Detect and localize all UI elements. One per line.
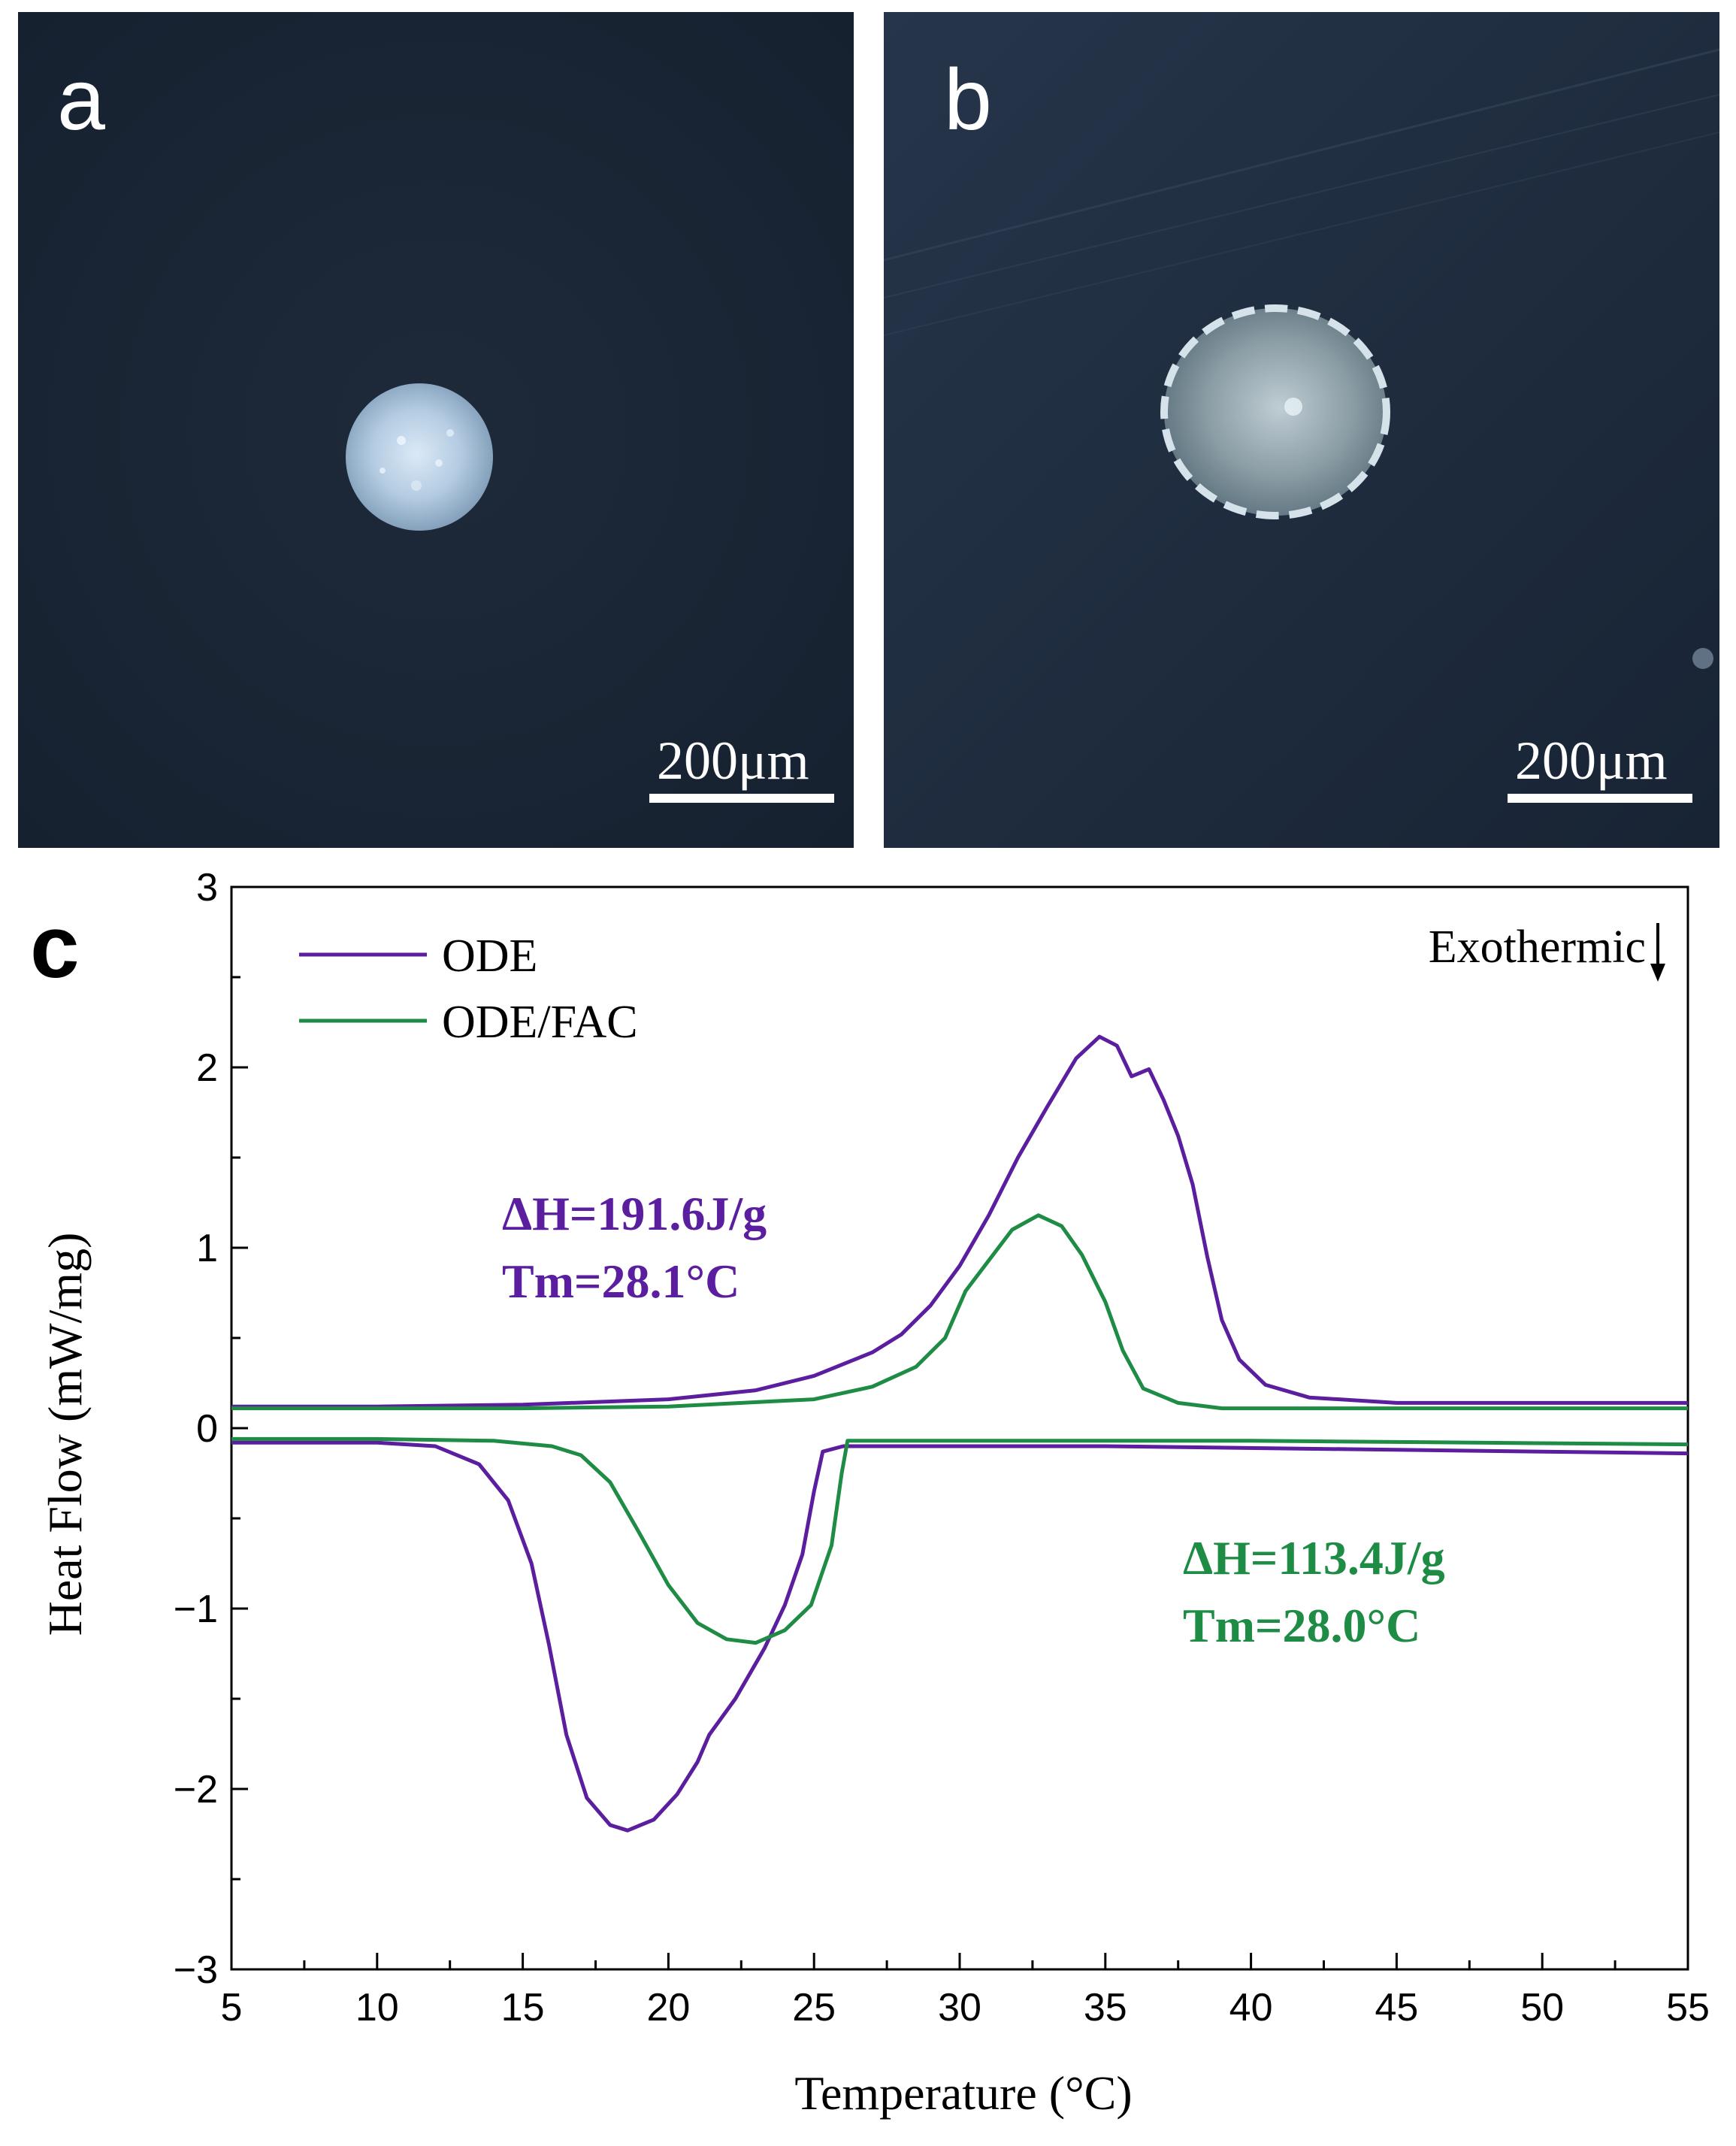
x-axis-title: Temperature (°C) <box>794 2066 1132 2120</box>
series-line-ode-cooling <box>231 1440 1689 1833</box>
x-tick-label: 45 <box>1375 1986 1418 2029</box>
y-tick-label: −1 <box>174 1588 218 1631</box>
scale-label-b: 200μm <box>1515 731 1668 791</box>
legend-label-ode: ODE <box>442 931 537 982</box>
photo-panel-a: a 200μm <box>18 12 854 848</box>
y-tick-label: −2 <box>174 1768 218 1812</box>
y-tick-label: 0 <box>196 1407 218 1451</box>
photo-panel-b: b 200μm <box>884 12 1719 848</box>
exothermic-arrow-icon <box>1650 923 1665 982</box>
x-tick-label: 25 <box>792 1986 836 2029</box>
x-tick-label: 20 <box>646 1986 690 2029</box>
microcapsule-image-b <box>884 12 1719 848</box>
y-tick-label: 2 <box>196 1046 218 1090</box>
panel-label-a: a <box>57 52 105 148</box>
x-tick-label: 15 <box>501 1986 545 2029</box>
x-tick-label: 35 <box>1084 1986 1127 2029</box>
chart-axes <box>230 885 1689 1971</box>
x-tick-label: 40 <box>1229 1986 1273 2029</box>
chart-curves <box>231 1034 1689 1833</box>
legend-label-ode-fac: ODE/FAC <box>442 997 638 1048</box>
x-tick-label: 10 <box>355 1986 399 2029</box>
panel-label-c: c <box>30 897 80 997</box>
scale-label-a: 200μm <box>657 731 809 791</box>
x-tick-label: 30 <box>938 1986 981 2029</box>
microcapsule-a <box>346 383 493 531</box>
ode-enthalpy-label: ΔH=191.6J/g <box>502 1187 767 1240</box>
y-tick-label: −3 <box>174 1948 218 1992</box>
scale-bar-b <box>1508 794 1692 803</box>
x-tick-label: 5 <box>221 1986 243 2029</box>
ode-melting-temp-label: Tm=28.1°C <box>502 1255 739 1308</box>
y-axis-title: Heat Flow (mW/mg) <box>38 1233 92 1636</box>
y-tick-label: 3 <box>196 866 218 910</box>
series-line-ode-fac-heating <box>231 1213 1688 1411</box>
plot-frame <box>230 885 1689 1971</box>
panel-label-b: b <box>944 52 992 148</box>
exothermic-label: Exothermic <box>1429 922 1646 973</box>
microcapsule-b <box>1160 304 1390 519</box>
x-tick-label: 50 <box>1520 1986 1564 2029</box>
ode-fac-melting-temp-label: Tm=28.0°C <box>1183 1599 1420 1652</box>
microcapsule-image-a <box>18 12 854 848</box>
series-line-ode-heating <box>231 1034 1688 1409</box>
ode-fac-enthalpy-label: ΔH=113.4J/g <box>1183 1531 1445 1585</box>
x-tick-label: 55 <box>1666 1986 1710 2029</box>
scale-bar-a <box>649 794 834 803</box>
series-line-ode-fac-cooling <box>231 1436 1689 1645</box>
y-tick-label: 1 <box>196 1227 218 1270</box>
